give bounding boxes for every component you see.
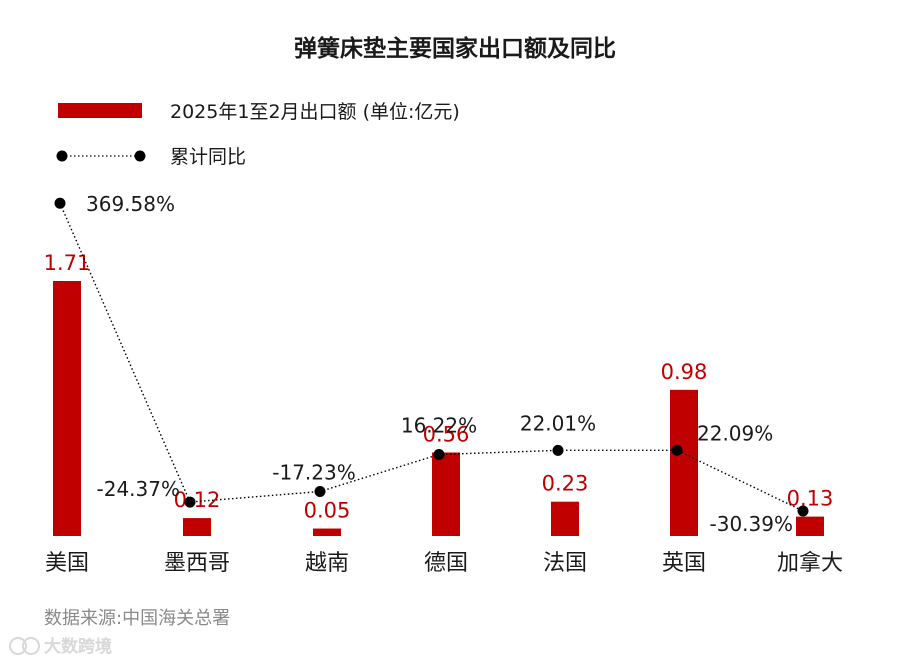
yoy-marker — [184, 496, 196, 508]
bar-0 — [53, 281, 81, 536]
watermark-logo-icon-2 — [22, 637, 40, 655]
bar-value-label: 0.23 — [542, 472, 589, 496]
yoy-value-label: 16.22% — [401, 413, 477, 437]
yoy-marker — [433, 448, 445, 460]
bar-value-label: 0.98 — [661, 360, 708, 384]
category-label: 德国 — [424, 551, 468, 576]
yoy-value-label: -30.39% — [710, 512, 793, 536]
source-note: 数据来源:中国海关总署 — [44, 608, 230, 629]
yoy-marker — [797, 505, 809, 517]
bar-2 — [313, 528, 341, 536]
watermark-text: 大数跨境 — [44, 636, 112, 657]
category-label: 加拿大 — [777, 550, 843, 576]
yoy-line-layer: 369.58% -24.37% -17.23% 16.22% 22.01% 22.09% -… — [54, 192, 809, 536]
legend: 2025年1至2月出口额 (单位:亿元) 累计同比 — [56, 101, 460, 168]
yoy-marker — [671, 444, 683, 456]
category-label: 英国 — [662, 551, 706, 576]
bars-layer: 1.710.12 0.050.560.230.980.13 — [44, 251, 833, 536]
bar-value-label: 1.71 — [44, 251, 91, 275]
bar-value-label: 0.05 — [304, 499, 351, 523]
category-label: 美国 — [45, 551, 89, 576]
bar-value-label: 0.56 — [423, 422, 470, 446]
watermark: 大数跨境 — [9, 636, 112, 657]
category-label: 法国 — [543, 551, 587, 576]
chart-title: 弹簧床垫主要国家出口额及同比 — [294, 35, 616, 62]
legend-line-marker-left — [56, 150, 68, 162]
category-label: 墨西哥 — [164, 551, 230, 576]
yoy-value-label: 22.09% — [697, 421, 773, 445]
bar-value-label: 0.12 — [174, 488, 221, 512]
yoy-marker — [552, 444, 564, 456]
watermark-logo-icon — [9, 637, 27, 655]
yoy-value-label: 369.58% — [86, 192, 175, 216]
category-label: 越南 — [305, 551, 349, 576]
yoy-value-label: 22.01% — [520, 411, 596, 435]
bar-6 — [796, 516, 824, 536]
legend-bar-label: 2025年1至2月出口额 (单位:亿元) — [170, 101, 460, 123]
bar-3 — [432, 452, 460, 536]
yoy-marker — [314, 486, 326, 498]
category-axis: 美国 墨西哥 越南 德国 法国 英国 加拿大 — [45, 550, 843, 576]
bar-5 — [670, 389, 698, 536]
bar-4 — [551, 501, 579, 536]
yoy-marker — [54, 197, 66, 209]
legend-bar-swatch — [58, 103, 142, 118]
legend-line-label: 累计同比 — [170, 146, 246, 168]
bar-1 — [183, 518, 211, 536]
yoy-value-label: -24.37% — [97, 477, 180, 501]
yoy-value-label: -17.23% — [272, 461, 355, 485]
legend-line-marker-right — [134, 150, 146, 162]
